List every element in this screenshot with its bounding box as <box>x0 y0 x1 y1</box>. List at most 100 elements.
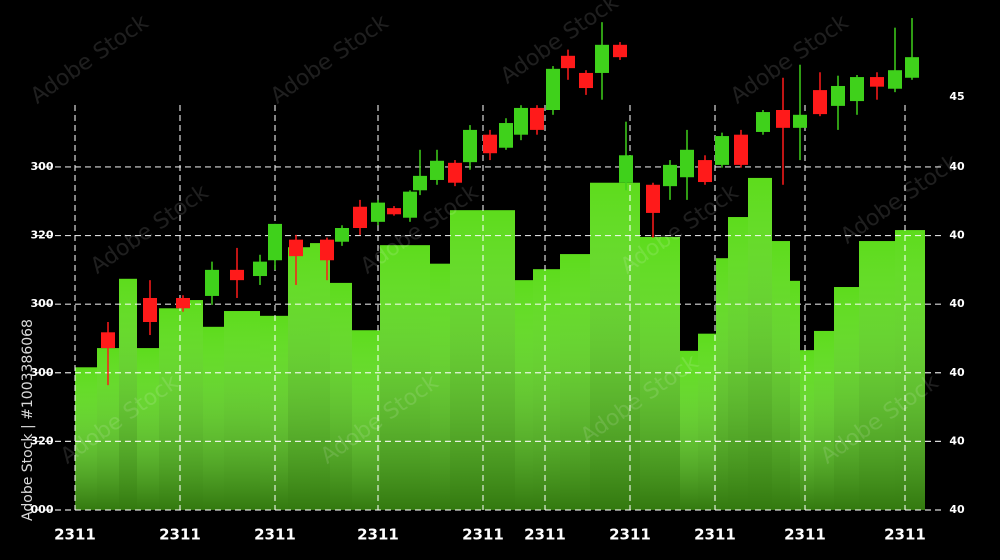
candle-body <box>176 297 190 309</box>
x-tick-label: 2311 <box>357 526 399 544</box>
candle-body <box>831 85 845 106</box>
bar-shade <box>680 350 698 510</box>
candle-body <box>268 223 282 261</box>
x-tick-label: 2311 <box>609 526 651 544</box>
watermark: Adobe Stock | #1003386068 <box>20 319 36 521</box>
candle-body <box>499 123 513 148</box>
candle-body <box>870 77 884 87</box>
candle-body <box>561 55 575 69</box>
bar-shade <box>224 311 260 510</box>
candle-body <box>595 44 609 73</box>
candle-body <box>813 90 827 115</box>
candle-body <box>448 162 462 183</box>
bar-shade <box>533 269 560 510</box>
candle-body <box>320 239 334 261</box>
candle-body <box>756 112 770 132</box>
candle-body <box>613 44 627 58</box>
y2-tick-label: 40 <box>949 229 965 242</box>
candle-body <box>888 70 902 89</box>
bar-shade <box>203 326 224 510</box>
x-tick-label: 2311 <box>884 526 926 544</box>
y-tick-label: 300 <box>31 366 54 379</box>
y2-tick-label: 40 <box>949 503 965 516</box>
candle-body <box>253 261 267 277</box>
y-tick-label: 320 <box>31 434 54 447</box>
candle-body <box>734 134 748 165</box>
bar-shade <box>159 308 181 510</box>
bar-shade <box>260 315 288 510</box>
y2-tick-label: 40 <box>949 297 965 310</box>
y2-tick-label: 40 <box>949 434 965 447</box>
candle-body <box>698 160 712 183</box>
y2-tick-label: 40 <box>949 160 965 173</box>
candle-body <box>619 155 633 183</box>
candle-body <box>335 228 349 242</box>
candle-body <box>546 68 560 110</box>
bar-shade <box>181 300 203 510</box>
candle-body <box>776 109 790 128</box>
bar-shade <box>790 280 800 510</box>
bar-shade <box>137 348 159 510</box>
bar-shade <box>728 217 748 510</box>
bar-shade <box>310 243 330 510</box>
candle-body <box>463 129 477 163</box>
bar-shade <box>698 333 716 510</box>
x-tick-label: 2311 <box>784 526 826 544</box>
x-tick-label: 2311 <box>524 526 566 544</box>
candle-body <box>514 107 528 135</box>
bar-shade <box>895 230 925 511</box>
candle-body <box>205 269 219 296</box>
candle-body <box>579 72 593 89</box>
y2-tick-label: 40 <box>949 366 965 379</box>
x-tick-label: 2311 <box>694 526 736 544</box>
candle-body <box>101 332 115 349</box>
bar-shade <box>748 177 772 510</box>
candle-body <box>850 77 864 102</box>
bar-shade <box>97 348 119 510</box>
candle-body <box>483 134 497 154</box>
bar-shade <box>716 258 728 510</box>
bar-shade <box>834 287 859 510</box>
candle-body <box>905 57 919 78</box>
y2-tick-label: 45 <box>949 90 964 103</box>
candle-body <box>289 239 303 257</box>
candle-body <box>793 114 807 128</box>
candle-body <box>430 160 444 180</box>
bar-shade <box>352 330 380 510</box>
candle-body <box>387 208 401 215</box>
candle-body <box>715 136 729 165</box>
candle-body <box>143 297 157 323</box>
x-tick-label: 2311 <box>462 526 504 544</box>
y-tick-label: 000 <box>31 503 54 516</box>
candle-body <box>680 149 694 178</box>
candle-body <box>646 184 660 213</box>
y-tick-label: 300 <box>31 160 54 173</box>
x-tick-label: 2311 <box>159 526 201 544</box>
bar-shade <box>814 330 834 510</box>
x-tick-label: 2311 <box>54 526 96 544</box>
bar-shade <box>330 282 352 510</box>
y-tick-label: 300 <box>31 297 54 310</box>
bar-shade <box>859 241 895 511</box>
bar-shade <box>380 245 430 510</box>
y-tick-label: 320 <box>31 229 54 242</box>
bar-shade <box>119 278 137 510</box>
bar-shade <box>430 263 450 510</box>
candle-body <box>353 206 367 229</box>
bar-shade <box>590 182 640 510</box>
plot: 000 320 300 300 320 300 2311 2311 2311 2311 2311 23… <box>31 18 965 544</box>
bar-shade <box>560 254 590 510</box>
bar-shade <box>515 280 533 510</box>
candle-body <box>663 164 677 187</box>
bar-shade <box>800 350 814 510</box>
candle-body <box>413 175 427 191</box>
candle-body <box>230 269 244 281</box>
bar-shade <box>640 236 680 510</box>
candle-body <box>530 107 544 130</box>
bar-shade <box>288 247 310 510</box>
bar-shade <box>75 367 97 510</box>
bar-shade <box>772 241 790 511</box>
candle-body <box>371 202 385 222</box>
x-tick-label: 2311 <box>254 526 296 544</box>
